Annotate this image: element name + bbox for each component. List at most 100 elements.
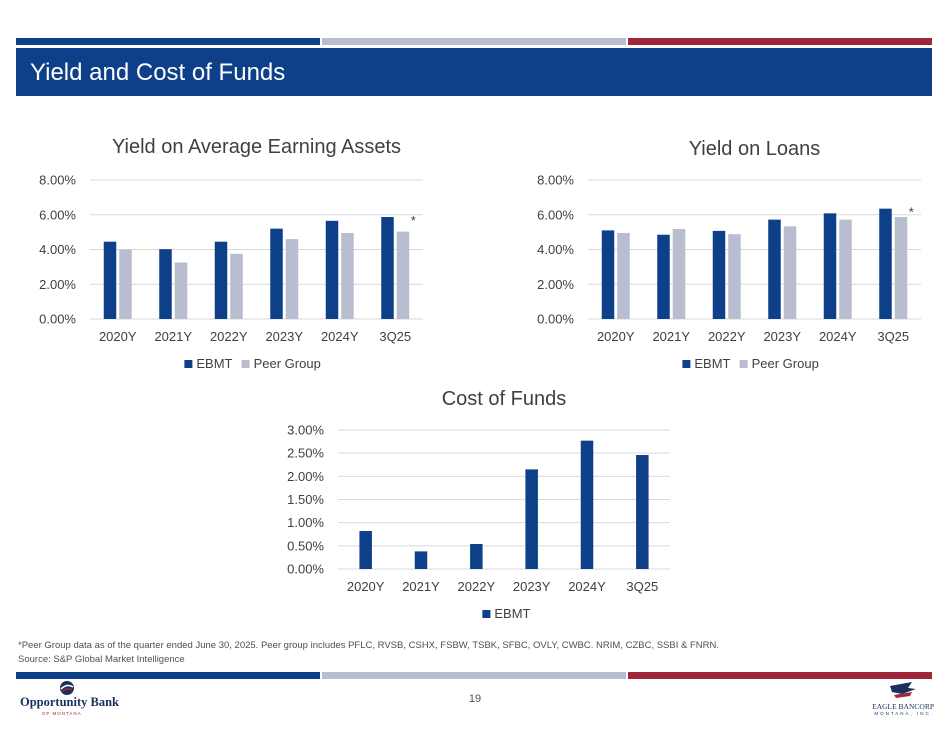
legend-label: Peer Group (752, 356, 819, 371)
bar-ebmt (470, 543, 483, 569)
legend-swatch (184, 360, 193, 368)
y-tick-label: 4.00% (39, 242, 76, 257)
bar-ebmt (159, 249, 172, 319)
top-stripe-red (628, 38, 932, 45)
legend-swatch (482, 610, 491, 618)
y-tick-label: 4.00% (537, 242, 574, 257)
bar-ebmt (823, 213, 837, 319)
bar-ebmt (768, 219, 781, 319)
asterisk-annotation: * (411, 213, 416, 228)
asterisk-annotation: * (909, 205, 914, 220)
bottom-stripe-gray (322, 672, 626, 679)
top-stripe-navy (16, 38, 320, 45)
bar-peer-group (230, 253, 243, 319)
legend-label: EBMT (694, 356, 730, 371)
chart-title: Yield on Average Earning Assets (112, 136, 401, 158)
x-tick-label: 2020Y (347, 579, 385, 594)
logo-left-name: Opportunity Bank (20, 695, 119, 709)
opportunity-bank-logo: Opportunity Bank OF MONTANA (16, 680, 126, 720)
x-tick-label: 2021Y (652, 329, 690, 344)
bar-ebmt (214, 241, 228, 319)
bank-swoosh-icon (60, 681, 74, 695)
chart-title: Yield on Loans (689, 138, 821, 160)
y-tick-label: 6.00% (39, 207, 76, 222)
x-tick-label: 2024Y (568, 579, 606, 594)
y-tick-label: 1.00% (287, 515, 324, 530)
y-tick-label: 3.00% (287, 423, 324, 438)
legend-swatch (241, 360, 250, 368)
y-tick-label: 8.00% (39, 173, 76, 188)
y-tick-label: 8.00% (537, 173, 574, 188)
y-tick-label: 2.50% (287, 446, 324, 461)
bar-peer-group (285, 239, 299, 319)
x-tick-label: 2022Y (458, 579, 496, 594)
y-tick-label: 1.50% (287, 492, 324, 507)
bar-peer-group (119, 249, 132, 319)
page-number: 19 (468, 693, 482, 705)
bar-peer-group (617, 232, 630, 319)
y-tick-label: 0.00% (287, 562, 324, 577)
x-tick-label: 2023Y (513, 579, 551, 594)
bar-ebmt (381, 217, 394, 319)
bar-ebmt (270, 228, 283, 319)
top-stripe-gray (322, 38, 626, 45)
bar-ebmt (657, 234, 670, 319)
legend-label: Peer Group (254, 356, 321, 371)
title-bar: Yield and Cost of Funds (16, 48, 932, 96)
yield-loans-chart: Yield on Loans 0.00% 2.00% 4.00% 6.00% 8.00% 2… (537, 138, 921, 371)
x-tick-label: 2024Y (321, 329, 359, 344)
legend-swatch (682, 360, 691, 368)
x-tick-label: 3Q25 (877, 329, 909, 344)
bar-ebmt (601, 230, 615, 319)
bottom-stripe-navy (16, 672, 320, 679)
bar-ebmt (525, 469, 538, 569)
bar-peer-group (341, 232, 354, 319)
bar-ebmt (580, 440, 594, 569)
x-tick-label: 2024Y (819, 329, 857, 344)
bar-peer-group (894, 217, 908, 319)
y-tick-label: 2.00% (287, 469, 324, 484)
y-tick-label: 6.00% (537, 207, 574, 222)
y-tick-label: 0.00% (39, 312, 76, 327)
bar-ebmt (879, 208, 892, 319)
yield-earning-assets-chart: Yield on Average Earning Assets 0.00% 2.00… (39, 136, 423, 371)
logo-left-sub: OF MONTANA (42, 711, 82, 716)
bar-peer-group (396, 231, 410, 319)
y-tick-label: 0.00% (537, 312, 574, 327)
x-tick-label: 2022Y (210, 329, 248, 344)
x-tick-label: 2021Y (154, 329, 192, 344)
chart-title: Cost of Funds (442, 388, 567, 410)
y-tick-label: 2.00% (39, 277, 76, 292)
legend-label: EBMT (196, 356, 232, 371)
bar-ebmt (325, 220, 339, 319)
bar-peer-group (728, 234, 741, 319)
eagle-bancorp-logo: EAGLE BANCORP MONTANA, INC. (850, 680, 940, 720)
bar-ebmt (103, 241, 117, 319)
bar-ebmt (712, 230, 726, 319)
eagle-flag-icon (890, 682, 916, 698)
x-tick-label: 3Q25 (626, 579, 658, 594)
logo-right-name: EAGLE BANCORP (872, 702, 934, 711)
source-footnote: Source: S&P Global Market Intelligence (18, 654, 185, 665)
x-tick-label: 2020Y (597, 329, 635, 344)
logo-right-sub: MONTANA, INC. (874, 711, 934, 716)
bar-ebmt (359, 531, 372, 569)
bar-ebmt (414, 551, 428, 569)
legend-label: EBMT (494, 606, 530, 621)
bar-peer-group (839, 219, 852, 319)
peer-group-footnote: *Peer Group data as of the quarter ended… (18, 640, 720, 651)
page-title: Yield and Cost of Funds (30, 59, 286, 86)
bottom-stripe-red (628, 672, 932, 679)
legend-swatch (739, 360, 748, 368)
bar-peer-group (672, 228, 686, 319)
bar-ebmt (636, 455, 649, 569)
y-tick-label: 0.50% (287, 538, 324, 553)
x-tick-label: 2021Y (402, 579, 440, 594)
x-tick-label: 3Q25 (379, 329, 411, 344)
x-tick-label: 2022Y (708, 329, 746, 344)
x-tick-label: 2023Y (763, 329, 801, 344)
bar-peer-group (174, 262, 188, 319)
x-tick-label: 2020Y (99, 329, 137, 344)
cost-of-funds-chart: Cost of Funds 0.00% 0.50% 1.00% 1.50% 2.00% 2.… (287, 388, 670, 621)
bar-peer-group (783, 226, 797, 319)
